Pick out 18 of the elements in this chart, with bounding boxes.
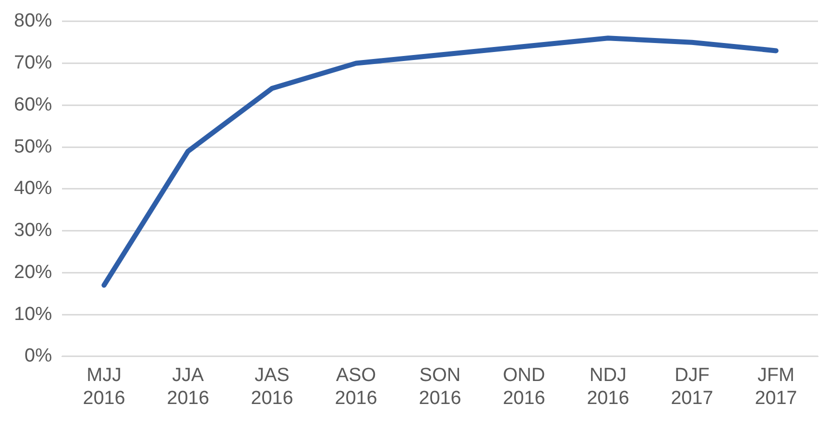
y-tick-label: 50% [14, 136, 52, 158]
y-tick-label: 80% [14, 10, 52, 32]
y-tick-label: 0% [24, 346, 52, 367]
y-tick-label: 60% [14, 94, 52, 116]
x-tick-label: JFM 2017 [754, 365, 798, 409]
x-tick-label: NDJ 2016 [586, 365, 630, 409]
y-tick-label: 30% [14, 220, 52, 242]
x-tick-label: MJJ 2016 [82, 365, 126, 409]
x-tick-label: JJA 2016 [166, 365, 210, 409]
x-tick-label: DJF 2017 [670, 365, 714, 409]
y-tick-label: 20% [14, 262, 52, 283]
x-tick-label: JAS 2016 [250, 365, 294, 409]
y-tick-label: 70% [14, 52, 52, 74]
x-tick-label: ASO 2016 [334, 365, 378, 409]
y-tick-label: 10% [14, 304, 52, 325]
y-tick-label: 40% [14, 178, 52, 200]
x-tick-label: OND 2016 [502, 365, 546, 409]
x-tick-label: SON 2016 [418, 365, 462, 409]
